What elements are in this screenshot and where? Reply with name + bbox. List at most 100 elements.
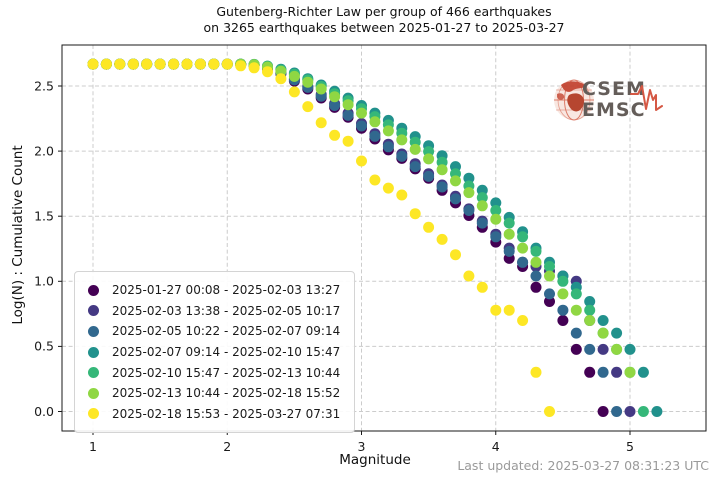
data-point <box>517 242 529 254</box>
data-point <box>530 270 542 282</box>
x-tick-label: 2 <box>223 439 231 454</box>
data-point <box>584 343 596 355</box>
legend-entry-6: 2025-02-13 10:44 - 2025-02-18 15:52 <box>88 383 340 404</box>
data-point <box>476 200 488 212</box>
data-point <box>409 208 421 220</box>
data-point <box>557 315 569 326</box>
data-point <box>450 193 461 205</box>
data-point <box>248 62 260 74</box>
data-point <box>288 70 300 82</box>
data-point <box>396 150 408 162</box>
y-tick-label: 2.5 <box>34 78 54 93</box>
data-point <box>369 130 381 142</box>
data-point <box>409 143 421 155</box>
logo-csem: CSEM <box>582 78 646 100</box>
legend-marker-icon <box>88 408 99 420</box>
data-point <box>315 83 327 95</box>
data-point <box>530 256 542 268</box>
data-point <box>114 58 126 70</box>
data-point <box>100 58 112 70</box>
data-point <box>382 141 394 153</box>
data-point <box>194 58 206 70</box>
data-point <box>651 406 663 417</box>
legend-entry-1: 2025-01-27 00:08 - 2025-02-03 13:27 <box>88 280 340 301</box>
data-point <box>597 315 609 326</box>
data-point <box>356 120 367 132</box>
data-point <box>221 58 233 70</box>
data-point <box>423 221 435 233</box>
data-point <box>503 228 515 240</box>
data-point <box>235 60 247 72</box>
data-point <box>342 135 354 147</box>
legend-label: 2025-01-27 00:08 - 2025-02-03 13:27 <box>112 283 341 298</box>
data-point <box>463 270 475 282</box>
csem-emsc-logo: CSEM EMSC <box>553 78 687 124</box>
data-point <box>356 155 367 167</box>
data-point <box>154 58 166 70</box>
data-point <box>463 187 475 199</box>
data-point <box>382 182 394 194</box>
data-point <box>530 366 542 378</box>
data-point <box>503 304 515 316</box>
data-point <box>557 304 569 316</box>
data-point <box>544 296 555 307</box>
x-axis-label: Magnitude <box>339 452 411 468</box>
data-point <box>476 281 488 293</box>
legend-entry-2: 2025-02-03 13:38 - 2025-02-05 10:17 <box>88 301 340 322</box>
seismogram-icon <box>630 85 663 111</box>
data-point <box>490 213 502 225</box>
data-point <box>637 366 649 378</box>
data-point <box>490 304 502 316</box>
legend-marker-icon <box>88 305 99 317</box>
y-tick-label: 1.5 <box>34 209 54 224</box>
legend-label: 2025-02-10 15:47 - 2025-02-13 10:44 <box>112 365 341 380</box>
data-point <box>611 406 623 417</box>
x-tick-label: 1 <box>89 439 97 454</box>
data-point <box>570 343 582 355</box>
data-point <box>584 304 596 316</box>
data-point <box>87 58 99 70</box>
data-point <box>490 231 502 243</box>
data-point <box>503 245 515 257</box>
data-point <box>342 109 354 121</box>
series-points-7 <box>87 58 555 417</box>
data-point <box>302 101 314 113</box>
legend-marker-icon <box>88 387 99 399</box>
data-point <box>181 58 193 70</box>
data-point <box>369 174 381 186</box>
data-point <box>624 406 636 417</box>
legend-entry-3: 2025-02-05 10:22 - 2025-02-07 09:14 <box>88 321 340 342</box>
data-point <box>544 261 555 272</box>
legend-entry-7: 2025-02-18 15:53 - 2025-03-27 07:31 <box>88 404 340 425</box>
legend: 2025-01-27 00:08 - 2025-02-03 13:27 2025-… <box>74 271 356 434</box>
data-point <box>329 91 341 103</box>
y-tick-label: 2.0 <box>34 143 54 158</box>
data-point <box>597 406 609 417</box>
data-point <box>517 256 529 268</box>
data-point <box>530 281 542 293</box>
y-tick-label: 0.5 <box>34 339 54 354</box>
legend-marker-icon <box>88 346 99 358</box>
data-point <box>208 58 220 70</box>
y-axis-label: Log(N) : Cumulative Count <box>10 145 26 325</box>
data-point <box>624 366 636 378</box>
data-point <box>530 245 542 257</box>
data-point <box>329 129 341 141</box>
data-point <box>450 175 461 187</box>
last-updated-text: Last updated: 2025-03-27 08:31:23 UTC <box>457 458 709 473</box>
data-point <box>503 217 515 229</box>
data-point <box>570 327 582 339</box>
data-point <box>476 192 488 204</box>
data-point <box>127 58 139 70</box>
data-point <box>597 366 609 378</box>
data-point <box>369 116 381 128</box>
legend-label: 2025-02-03 13:38 - 2025-02-05 10:17 <box>112 303 341 318</box>
data-point <box>463 172 475 184</box>
data-point <box>329 100 341 111</box>
data-point <box>168 58 180 70</box>
data-point <box>557 288 569 300</box>
data-point <box>450 249 461 261</box>
legend-label: 2025-02-18 15:53 - 2025-03-27 07:31 <box>112 406 341 421</box>
